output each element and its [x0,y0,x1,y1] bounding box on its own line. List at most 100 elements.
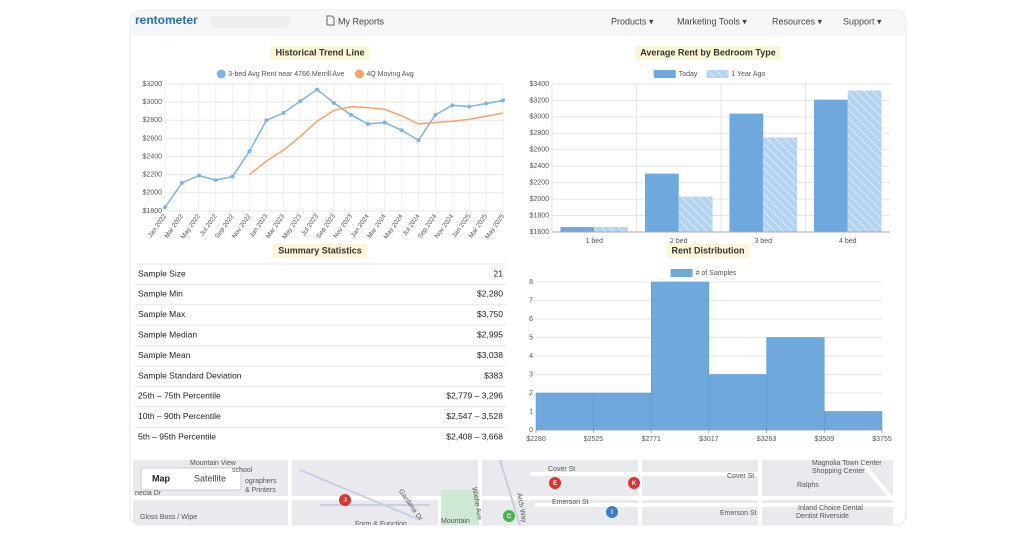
y-tick-label: $2800 [143,117,163,124]
point [399,128,404,133]
chart-title: Historical Trend Line [275,47,364,57]
map-label: Shopping Center [812,468,865,475]
stat-value: $2,280 [477,289,503,299]
logo[interactable]: rentometer [135,13,198,27]
histogram-bar [535,392,594,431]
map-label: Gloss Boss / Wipe [140,514,197,521]
map-toggle [140,467,242,491]
title-bg [270,46,370,60]
point [247,149,252,154]
map-label: Cover St [548,466,575,473]
map-label: school [232,467,253,474]
bar [813,99,848,232]
map-pin [339,494,351,506]
stat-label: 10th – 90th Percentile [138,411,221,421]
nav-menu[interactable]: Marketing Tools ▾ [677,16,747,26]
map-pin [503,510,515,522]
card-content: rentometer My Reports Products ▾ Marketi… [130,10,906,528]
y-tick-label: 0 [529,427,533,434]
map-label: Mountain [441,518,470,525]
nav-menu[interactable]: Resources ▾ [772,16,823,26]
map-button: Satellite [194,473,226,483]
stat-label: Sample Median [138,329,197,339]
legend-swatch [706,70,729,78]
map-pin [606,506,618,518]
y-tick-label: 4 [529,353,533,360]
bar [847,90,882,232]
point [365,121,370,126]
y-tick-label: 1 [529,408,533,415]
map-pin-label: E [553,481,557,487]
stat-label: 5th – 95th Percentile [138,431,216,441]
map-pin-label: J [343,498,346,504]
legend-label: 1 Year Ago [731,71,765,78]
y-tick-label: 8 [529,279,533,286]
map-label: Form & Function [355,521,407,528]
x-tick-label: $3509 [815,436,835,443]
histogram-bar [766,337,825,431]
stat-label: Sample Standard Deviation [138,370,242,380]
point [501,98,505,103]
histogram-bar [708,374,767,431]
bar [644,173,679,232]
x-tick-label: $3263 [757,436,777,443]
y-tick-label: $3000 [530,114,550,121]
legend-swatch [653,70,676,78]
series-line [249,105,504,176]
x-tick-label: $2525 [584,436,604,443]
map-pin [549,477,561,489]
stat-label: Sample Min [138,289,183,299]
stat-label: Sample Size [138,268,186,278]
x-tick-label: 2 bed [670,238,688,245]
point [348,112,353,117]
map-label: Mountain View [190,460,237,467]
bar [678,196,713,232]
bar [560,227,595,232]
nav-menu[interactable]: Products ▾ [611,16,654,26]
map-label: Emerson St [552,499,589,506]
nav-link[interactable]: My Reports [338,16,385,26]
point [315,87,320,92]
point [467,104,472,109]
point [163,205,167,210]
point [416,138,421,143]
legend-label: 4Q Moving Avg [366,71,413,78]
map-roads [133,458,895,525]
y-tick-label: $2200 [143,172,163,179]
blurred-account [210,16,290,28]
map-button: Map [152,473,171,483]
stat-value: $3,038 [477,350,503,360]
nav-menu[interactable]: Support ▾ [843,16,882,26]
stat-value: $2,995 [477,329,503,339]
point [484,101,489,106]
y-tick-label: $3000 [143,99,163,106]
x-tick-label: $3017 [699,436,719,443]
stat-value: $2,779 – 3,296 [446,391,503,401]
point [196,173,201,178]
map-label: ographers [245,478,277,485]
chart-title: Rent Distribution [672,245,745,255]
x-tick-label: 1 bed [585,238,603,245]
y-tick-label: $2600 [530,147,550,154]
legend-swatch [216,69,226,79]
y-tick-label: $2400 [143,153,163,160]
point [230,174,235,179]
map-pin-label: I [611,510,613,516]
y-tick-label: $2400 [530,163,550,170]
stat-label: Sample Mean [138,350,191,360]
y-tick-label: $1600 [530,229,550,236]
map-label: Dentist Riverside [796,513,849,520]
point [213,178,218,183]
map-streets [299,459,521,525]
y-tick-label: $2000 [143,190,163,197]
point [433,112,438,117]
map-label: Ralphs [797,482,819,489]
point [332,101,336,106]
point [382,120,387,125]
bar [729,113,764,232]
histogram-bar [593,392,652,431]
y-tick-label: $2000 [530,196,550,203]
y-tick-label: 2 [529,390,533,397]
